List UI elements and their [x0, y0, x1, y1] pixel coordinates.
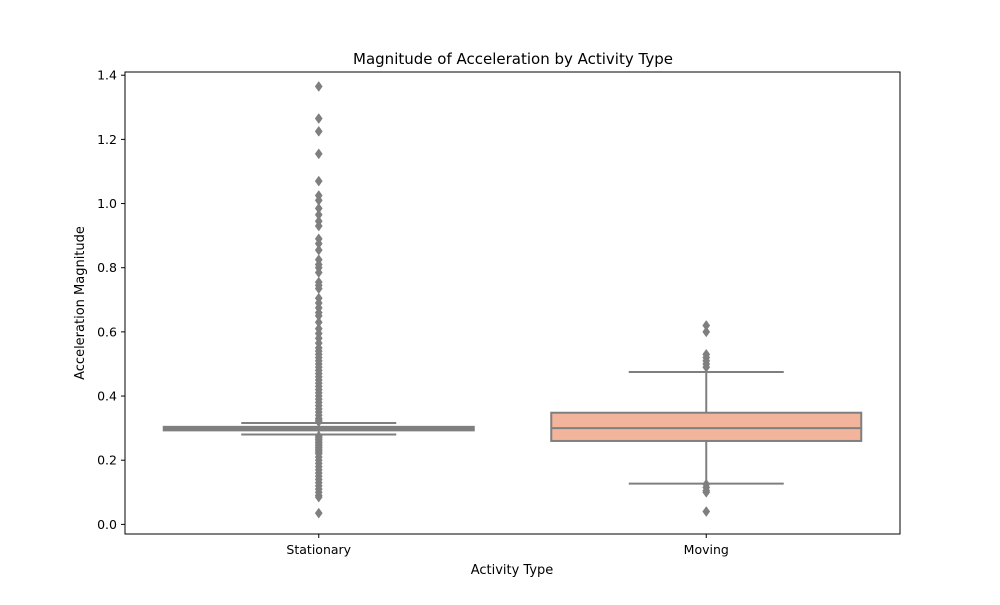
y-tick-label: 1.2	[97, 132, 117, 147]
box-group-moving	[550, 320, 863, 517]
y-axis-label: Acceleration Magnitude	[73, 226, 88, 380]
x-tick-label: Moving	[684, 542, 729, 557]
outlier-stationary	[314, 148, 323, 160]
y-tick-label: 1.4	[97, 68, 117, 83]
y-tick-label: 0.0	[97, 517, 117, 532]
x-tick-label: Stationary	[286, 542, 351, 557]
outlier-stationary	[314, 81, 323, 92]
y-tick-label: 1.0	[97, 196, 117, 211]
outlier-stationary	[314, 175, 323, 187]
outlier-stationary	[314, 491, 323, 503]
outlier-moving	[702, 506, 711, 517]
chart-title: Magnitude of Acceleration by Activity Ty…	[353, 50, 673, 68]
y-tick-label: 0.2	[97, 453, 117, 468]
y-tick-label: 0.8	[97, 260, 117, 275]
plot-frame	[124, 71, 901, 535]
box-group-stationary	[162, 81, 475, 519]
y-tick-label: 0.6	[97, 324, 117, 339]
outlier-moving	[702, 486, 711, 498]
x-axis-label: Activity Type	[471, 563, 554, 578]
outlier-stationary	[314, 113, 323, 124]
outlier-stationary	[314, 507, 323, 519]
box-moving	[550, 411, 863, 442]
outlier-stationary	[314, 220, 323, 232]
y-tick-label: 0.4	[97, 389, 117, 404]
outlier-moving	[702, 361, 711, 373]
outlier-moving	[702, 326, 711, 338]
outlier-stationary	[314, 244, 323, 256]
outlier-stationary	[314, 125, 323, 137]
